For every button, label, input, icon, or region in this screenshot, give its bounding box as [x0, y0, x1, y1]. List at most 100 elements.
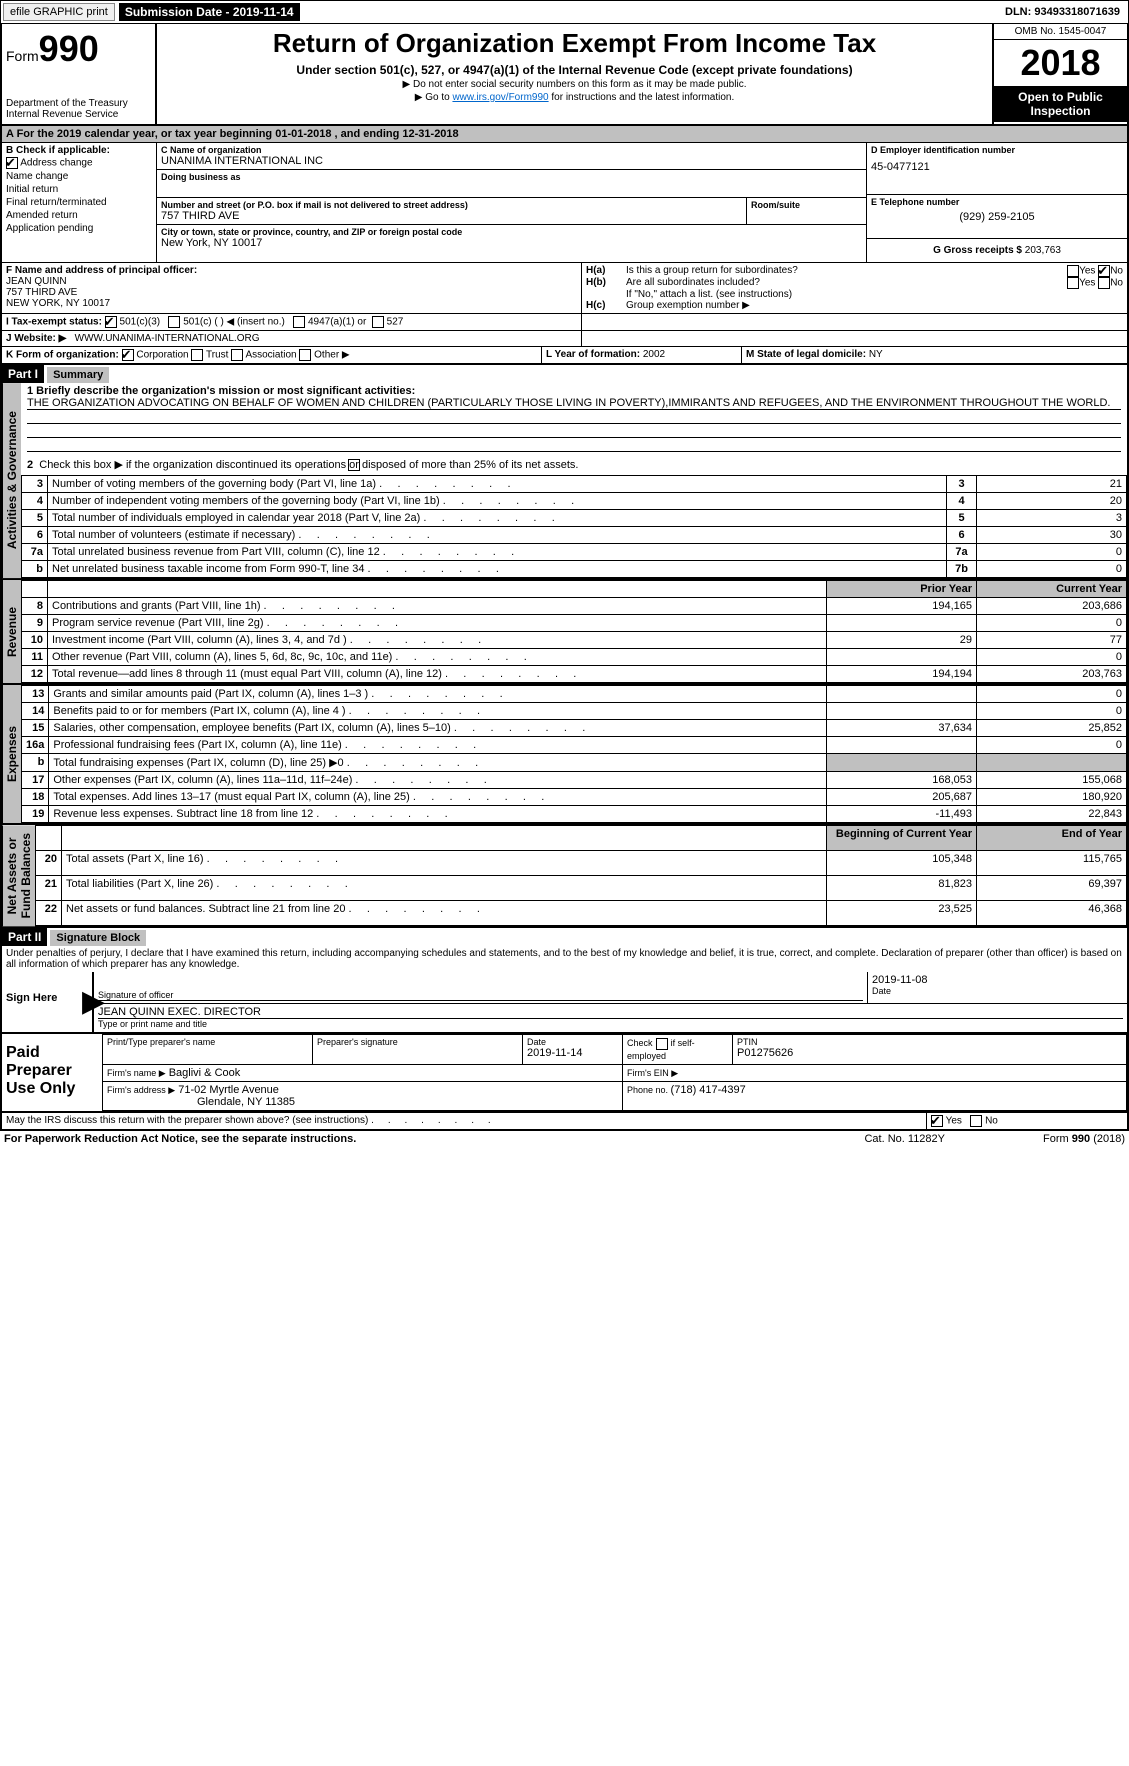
- curr-val: 25,852: [977, 720, 1127, 737]
- col-curr: Current Year: [977, 581, 1127, 598]
- line-val: 0: [977, 544, 1127, 561]
- hb-yes[interactable]: [1067, 277, 1079, 289]
- line-num: 8: [22, 598, 48, 615]
- discuss-q: May the IRS discuss this return with the…: [6, 1115, 368, 1126]
- lbl-initial-return: Initial return: [6, 184, 58, 195]
- discuss-row: May the IRS discuss this return with the…: [0, 1113, 1129, 1131]
- ein-lbl: D Employer identification number: [871, 145, 1123, 155]
- dba-lbl: Doing business as: [161, 172, 862, 182]
- expenses-table: 13 Grants and similar amounts paid (Part…: [21, 685, 1127, 823]
- tax-year: 2018: [994, 40, 1127, 86]
- curr-val: 0: [977, 737, 1127, 754]
- open-inspection: Open to Public Inspection: [994, 86, 1127, 122]
- line-num: b: [22, 754, 49, 772]
- check-501c[interactable]: [168, 316, 180, 328]
- formk-corp: Corporation: [136, 350, 188, 361]
- line-num: 17: [22, 772, 49, 789]
- firm-phone-lbl: Phone no.: [627, 1085, 671, 1095]
- curr-val: 203,686: [977, 598, 1127, 615]
- line-val: 0: [977, 561, 1127, 578]
- q2: Check this box ▶ if the organization dis…: [39, 459, 578, 471]
- col-prior: Beginning of Current Year: [827, 826, 977, 851]
- summary-section: Activities & Governance 1 Briefly descri…: [0, 383, 1129, 580]
- curr-val: 46,368: [977, 901, 1127, 926]
- part1-title: Summary: [47, 367, 109, 383]
- website-row: J Website: ▶ WWW.UNANIMA-INTERNATIONAL.O…: [0, 331, 1129, 347]
- netassets-table: Beginning of Current YearEnd of Year20 T…: [35, 825, 1127, 926]
- part2-title: Signature Block: [50, 930, 146, 946]
- hb-no[interactable]: [1098, 277, 1110, 289]
- check-assoc[interactable]: [231, 349, 243, 361]
- line-desc: Professional fundraising fees (Part IX, …: [49, 737, 827, 754]
- tax-exempt-row: I Tax-exempt status: 501(c)(3) 501(c) ( …: [0, 314, 1129, 331]
- prior-val: 168,053: [827, 772, 977, 789]
- summary-table: 3 Number of voting members of the govern…: [21, 475, 1127, 578]
- name-lbl: C Name of organization: [161, 145, 862, 155]
- firm-name: Baglivi & Cook: [169, 1067, 241, 1079]
- hb-q: Are all subordinates included?: [626, 277, 1067, 289]
- footer-ra: Form: [1043, 1133, 1072, 1145]
- line-box: 5: [947, 510, 977, 527]
- line-num: 15: [22, 720, 49, 737]
- check-discontinued[interactable]: [348, 459, 360, 471]
- dln: DLN: 93493318071639: [1005, 6, 1126, 18]
- line-desc: Benefits paid to or for members (Part IX…: [49, 703, 827, 720]
- check-self-employed[interactable]: [656, 1038, 668, 1050]
- line-desc: Number of independent voting members of …: [48, 493, 947, 510]
- addr-lbl: Number and street (or P.O. box if mail i…: [161, 200, 742, 210]
- discuss-yes[interactable]: [931, 1115, 943, 1127]
- check-trust[interactable]: [191, 349, 203, 361]
- submission-date: Submission Date - 2019-11-14: [119, 3, 300, 21]
- irs-link[interactable]: www.irs.gov/Form990: [452, 92, 548, 103]
- check-4947[interactable]: [293, 316, 305, 328]
- sig-name-lbl: Type or print name and title: [98, 1019, 1123, 1029]
- check-501c3[interactable]: [105, 316, 117, 328]
- line-desc: Contributions and grants (Part VIII, lin…: [48, 598, 827, 615]
- line-desc: Total unrelated business revenue from Pa…: [48, 544, 947, 561]
- prep-date: 2019-11-14: [527, 1047, 618, 1059]
- instr2-post: for instructions and the latest informat…: [549, 92, 735, 103]
- firm-addr1: 71-02 Myrtle Avenue: [178, 1084, 279, 1096]
- m-val: NY: [869, 349, 883, 360]
- line-num: 12: [22, 666, 48, 683]
- line-desc: Revenue less expenses. Subtract line 18 …: [49, 806, 827, 823]
- line-num: 20: [36, 851, 62, 876]
- curr-val: 77: [977, 632, 1127, 649]
- revenue-section: Revenue Prior YearCurrent Year8 Contribu…: [0, 580, 1129, 685]
- form-header: Form990 Department of the Treasury Inter…: [0, 24, 1129, 126]
- firm-addr-lbl: Firm's address ▶: [107, 1085, 175, 1095]
- lbl-name-change: Name change: [6, 171, 68, 182]
- check-address-change[interactable]: [6, 157, 18, 169]
- instr2-pre: ▶ Go to: [415, 92, 453, 103]
- formk-trust: Trust: [206, 350, 228, 361]
- officer-block: F Name and address of principal officer:…: [0, 263, 1129, 314]
- line-num: 4: [22, 493, 48, 510]
- formk-assoc: Association: [245, 350, 296, 361]
- check-527[interactable]: [372, 316, 384, 328]
- line-desc: Total fundraising expenses (Part IX, col…: [49, 754, 827, 772]
- prior-val: 194,194: [827, 666, 977, 683]
- check-other[interactable]: [299, 349, 311, 361]
- ha-no[interactable]: [1098, 265, 1110, 277]
- l-lbl: L Year of formation:: [546, 349, 643, 360]
- line-desc: Investment income (Part VIII, column (A)…: [48, 632, 827, 649]
- line-val: 3: [977, 510, 1127, 527]
- line-num: 3: [22, 476, 48, 493]
- officer-lbl: F Name and address of principal officer:: [6, 265, 577, 276]
- prior-val: 23,525: [827, 901, 977, 926]
- check-corp[interactable]: [122, 349, 134, 361]
- curr-val: 0: [977, 686, 1127, 703]
- period-row: A For the 2019 calendar year, or tax yea…: [0, 126, 1129, 143]
- vlabel-expenses: Expenses: [2, 685, 21, 823]
- firm-phone: (718) 417-4397: [671, 1084, 746, 1096]
- prep-h4a: Check: [627, 1038, 653, 1048]
- line-num: 9: [22, 615, 48, 632]
- curr-val: 69,397: [977, 876, 1127, 901]
- room-lbl: Room/suite: [751, 200, 862, 210]
- discuss-no[interactable]: [970, 1115, 982, 1127]
- preparer-table: Print/Type preparer's name Preparer's si…: [102, 1034, 1127, 1110]
- omb-number: OMB No. 1545-0047: [994, 24, 1127, 40]
- l-val: 2002: [643, 349, 665, 360]
- efile-button[interactable]: efile GRAPHIC print: [3, 3, 115, 21]
- ha-yes[interactable]: [1067, 265, 1079, 277]
